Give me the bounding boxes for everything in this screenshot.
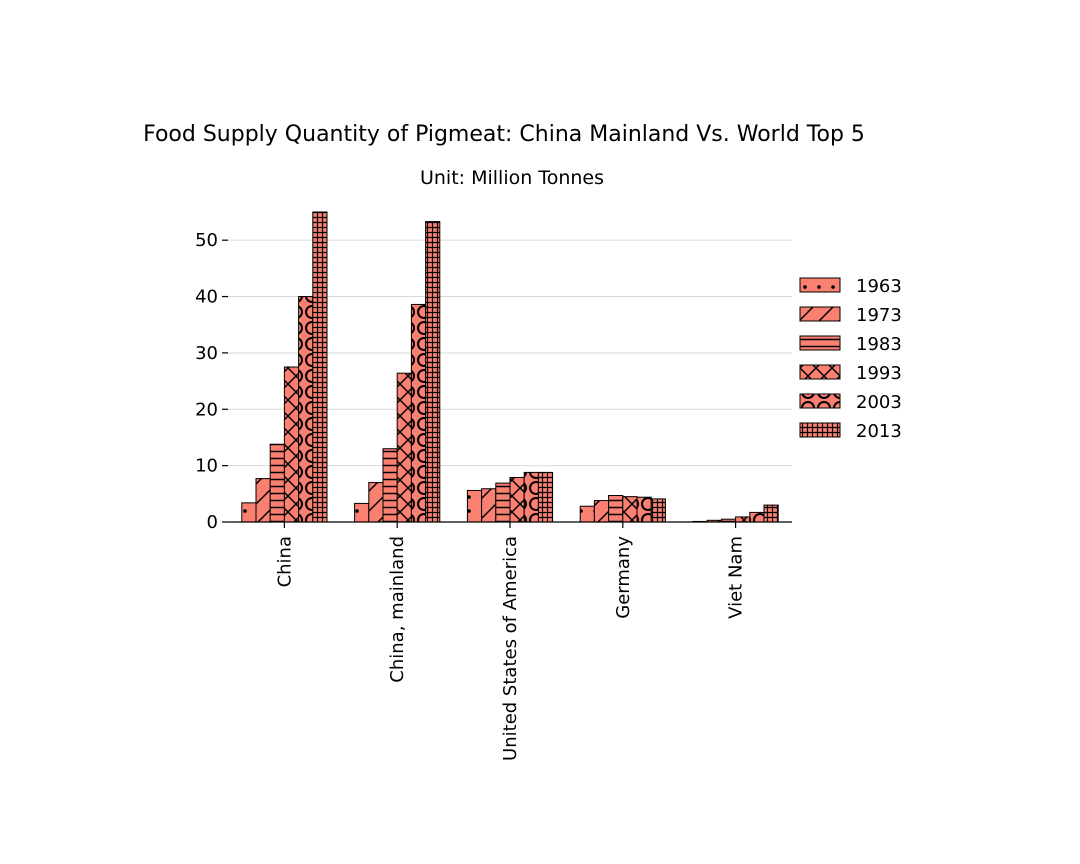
y-tick-label: 20 [195, 399, 218, 420]
bar-1983-1 [269, 443, 285, 523]
bar-1993-1 [283, 366, 300, 523]
bar-2013-5 [763, 504, 779, 523]
chart-subtitle: Unit: Million Tonnes [420, 167, 604, 189]
bar-2013-1 [312, 211, 328, 523]
bar-1993-5 [735, 516, 751, 523]
chart-title: Food Supply Quantity of Pigmeat: China M… [143, 122, 865, 147]
bar-2003-5 [749, 511, 765, 523]
bar-2003-2 [410, 303, 427, 523]
bar-1963-3 [466, 489, 483, 523]
legend-label-2003: 2003 [856, 392, 902, 413]
bar-2003-1 [298, 296, 314, 523]
x-tick-label: China, mainland [387, 536, 408, 683]
bar-1983-2 [382, 448, 398, 523]
legend-label-1963: 1963 [856, 276, 902, 297]
legend-swatch-1963 [799, 277, 841, 293]
legend-label-1973: 1973 [856, 305, 902, 326]
bars [241, 211, 779, 523]
y-tick-label: 40 [195, 287, 218, 308]
x-tick-label: Viet Nam [726, 536, 747, 619]
bar-2003-3 [523, 471, 539, 523]
legend-label-2013: 2013 [856, 421, 902, 442]
y-tick-label: 50 [195, 230, 218, 251]
bar-1993-3 [509, 476, 525, 523]
axes: 0 10 20 30 40 50 China China, mainland United St… [195, 230, 792, 761]
bar-1973-2 [368, 482, 384, 523]
legend-swatch-1983 [799, 335, 841, 351]
bar-2013-4 [650, 498, 666, 523]
bar-1973-3 [481, 488, 497, 523]
bar-1963-1 [241, 502, 257, 523]
legend-swatch-2003 [799, 393, 841, 409]
y-tick-label: 30 [195, 343, 218, 364]
y-tick-label: 0 [207, 512, 218, 533]
x-tick-label: Germany [613, 536, 634, 619]
legend-swatch-1993 [799, 364, 841, 380]
bar-1993-4 [622, 496, 638, 523]
bar-1993-2 [396, 372, 412, 523]
bar-2013-2 [425, 221, 441, 523]
bar-1963-2 [354, 502, 370, 523]
bar-1973-4 [593, 500, 610, 523]
y-tick-label: 10 [195, 456, 218, 477]
x-tick-label: China [274, 536, 295, 587]
x-tick-label: United States of America [500, 536, 521, 761]
bar-2013-3 [537, 471, 554, 523]
bar-1983-4 [608, 495, 624, 523]
legend-label-1983: 1983 [856, 334, 902, 355]
legend: 1963 1973 1983 1993 2003 2013 [799, 276, 902, 442]
bar-1983-3 [495, 482, 511, 523]
bar-2003-4 [636, 496, 652, 523]
legend-label-1993: 1993 [856, 363, 902, 384]
bar-1963-4 [579, 505, 595, 523]
legend-swatch-2013 [799, 422, 841, 438]
legend-swatch-1973 [799, 306, 841, 322]
bar-1973-1 [255, 478, 271, 523]
